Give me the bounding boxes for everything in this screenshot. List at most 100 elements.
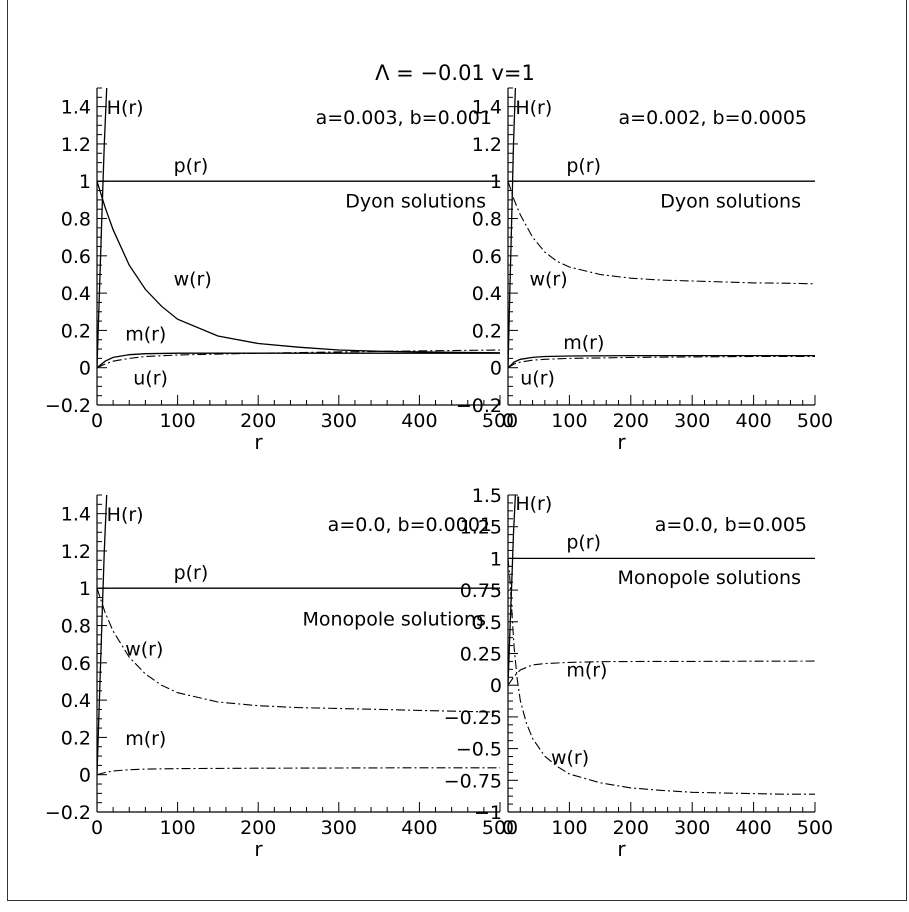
top-right-series-ur bbox=[508, 355, 815, 369]
bottom-left-curve-label: H(r) bbox=[107, 504, 144, 526]
figure-frame bbox=[7, 0, 907, 901]
top-left-curve-label: u(r) bbox=[133, 367, 168, 389]
bottom-right-note-label: Monopole solutions bbox=[617, 567, 801, 589]
bottom-right-y-tick-label: 1.5 bbox=[472, 485, 502, 507]
top-right-y-tick-label: 1 bbox=[490, 171, 502, 193]
bottom-left-x-tick-label: 100 bbox=[159, 817, 195, 839]
bottom-right-y-tick-label: −0.25 bbox=[444, 707, 502, 729]
bottom-right-y-tick-label: −0.75 bbox=[444, 770, 502, 792]
top-left-y-tick-label: 0.8 bbox=[61, 209, 91, 231]
top-left-x-tick-label: 100 bbox=[159, 410, 195, 432]
top-right-curve-label: w(r) bbox=[529, 269, 567, 291]
bottom-right-y-tick-label: −1 bbox=[474, 802, 502, 824]
bottom-right-x-tick-label: 200 bbox=[613, 817, 649, 839]
bottom-left-curve-label: w(r) bbox=[125, 638, 163, 660]
top-right-x-axis-label: r bbox=[617, 430, 626, 454]
bottom-right-curve-label: m(r) bbox=[566, 659, 607, 681]
top-left-x-tick-label: 400 bbox=[401, 410, 437, 432]
top-left-y-tick-label: 1.2 bbox=[61, 134, 91, 156]
top-right-x-tick-label: 400 bbox=[735, 410, 771, 432]
top-left-x-tick-label: 0 bbox=[91, 410, 103, 432]
bottom-left-x-tick-label: 0 bbox=[91, 817, 103, 839]
top-right-x-tick-label: 100 bbox=[551, 410, 587, 432]
bottom-left-y-tick-label: 1.4 bbox=[61, 504, 91, 526]
top-right-params-label: a=0.002, b=0.0005 bbox=[619, 107, 808, 129]
bottom-right-x-tick-label: 300 bbox=[674, 817, 710, 839]
bottom-right-curve-label: H(r) bbox=[515, 493, 552, 515]
top-right-y-tick-label: 0.4 bbox=[472, 283, 502, 305]
bottom-left-y-tick-label: 0.6 bbox=[61, 653, 91, 675]
bottom-right-x-tick-label: 400 bbox=[735, 817, 771, 839]
bottom-left-y-tick-label: −0.2 bbox=[45, 802, 91, 824]
figure-title: Λ = −0.01 v=1 bbox=[375, 61, 535, 85]
bottom-left-x-tick-label: 200 bbox=[240, 817, 276, 839]
bottom-right-y-tick-label: 1 bbox=[490, 548, 502, 570]
top-left-series-hr bbox=[97, 88, 108, 368]
top-left-y-tick-label: 0.2 bbox=[61, 320, 91, 342]
top-right-curve-label: p(r) bbox=[566, 155, 601, 177]
top-right-y-tick-label: 0 bbox=[490, 358, 502, 380]
top-right-series-mr bbox=[508, 354, 815, 369]
panel-bottom-right: 0 100 200 300 400 500−1−0.75−0.5−0.2500.250.5… bbox=[444, 485, 833, 861]
panel-top-right: 0 100 200 300 400 500−0.200.20.40.60.811.21.4… bbox=[456, 87, 833, 454]
top-left-y-tick-label: 0.6 bbox=[61, 246, 91, 268]
top-right-y-tick-label: 1.2 bbox=[472, 134, 502, 156]
bottom-right-y-tick-label: 1.25 bbox=[460, 517, 502, 539]
bottom-left-y-tick-label: 0 bbox=[79, 765, 91, 787]
top-left-x-tick-label: 300 bbox=[321, 410, 357, 432]
top-right-series-wr bbox=[508, 181, 815, 285]
bottom-right-x-tick-label: 500 bbox=[797, 817, 833, 839]
bottom-right-y-tick-label: 0.75 bbox=[460, 580, 502, 602]
top-left-note-label: Dyon solutions bbox=[345, 190, 486, 212]
bottom-right-y-tick-label: 0.5 bbox=[472, 612, 502, 634]
top-right-note-label: Dyon solutions bbox=[660, 190, 801, 212]
top-right-x-tick-label: 500 bbox=[797, 410, 833, 432]
panel-top-left: 0 100 200 300 400 500−0.200.20.40.60.811.21.4… bbox=[45, 87, 518, 454]
top-right-curve-label: u(r) bbox=[520, 367, 555, 389]
bottom-right-x-axis-label: r bbox=[617, 837, 626, 861]
bottom-left-series-mr bbox=[97, 767, 500, 776]
top-left-y-tick-label: 1 bbox=[79, 171, 91, 193]
top-left-curve-label: w(r) bbox=[174, 269, 212, 291]
bottom-right-params-label: a=0.0, b=0.005 bbox=[655, 514, 807, 536]
bottom-left-x-tick-label: 300 bbox=[321, 817, 357, 839]
bottom-right-curve-label: w(r) bbox=[551, 747, 589, 769]
bottom-right-series-mr bbox=[508, 660, 815, 686]
top-right-y-tick-label: −0.2 bbox=[456, 395, 502, 417]
bottom-right-y-tick-label: 0 bbox=[490, 675, 502, 697]
top-right-curve-label: m(r) bbox=[563, 332, 604, 354]
bottom-right-y-tick-label: 0.25 bbox=[460, 644, 502, 666]
bottom-left-curve-label: m(r) bbox=[125, 728, 166, 750]
top-left-x-axis-label: r bbox=[254, 430, 263, 454]
bottom-left-y-tick-label: 0.8 bbox=[61, 616, 91, 638]
top-right-x-tick-label: 0 bbox=[502, 410, 514, 432]
top-right-y-tick-label: 0.6 bbox=[472, 246, 502, 268]
top-right-y-tick-label: 0.2 bbox=[472, 320, 502, 342]
top-right-y-tick-label: 1.4 bbox=[472, 97, 502, 119]
top-left-curve-label: H(r) bbox=[107, 97, 144, 119]
bottom-right-series-hr bbox=[508, 495, 517, 686]
bottom-right-curve-label: p(r) bbox=[566, 531, 601, 553]
top-left-x-tick-label: 500 bbox=[482, 410, 518, 432]
bottom-left-params-label: a=0.0, b=0.0001 bbox=[328, 514, 492, 536]
bottom-left-series-hr bbox=[97, 495, 108, 775]
panel-bottom-left: 0 100 200 300 400 500−0.200.20.40.60.811.21.4… bbox=[45, 494, 518, 861]
bottom-left-y-tick-label: 1 bbox=[79, 578, 91, 600]
bottom-right-y-tick-label: −0.5 bbox=[456, 739, 502, 761]
bottom-left-y-tick-label: 0.2 bbox=[61, 727, 91, 749]
top-left-y-tick-label: 0 bbox=[79, 358, 91, 380]
bottom-left-curve-label: p(r) bbox=[174, 562, 209, 584]
top-right-x-tick-label: 200 bbox=[613, 410, 649, 432]
bottom-left-x-tick-label: 400 bbox=[401, 817, 437, 839]
bottom-left-series-wr bbox=[97, 588, 500, 713]
top-left-curve-label: m(r) bbox=[125, 324, 166, 346]
top-right-x-tick-label: 300 bbox=[674, 410, 710, 432]
bottom-left-x-tick-label: 500 bbox=[482, 817, 518, 839]
top-left-series-ur bbox=[97, 349, 500, 369]
bottom-right-x-tick-label: 0 bbox=[502, 817, 514, 839]
top-left-series-wr bbox=[97, 181, 500, 354]
top-left-y-tick-label: 0.4 bbox=[61, 283, 91, 305]
bottom-right-x-tick-label: 100 bbox=[551, 817, 587, 839]
top-left-params-label: a=0.003, b=0.001 bbox=[316, 107, 492, 129]
top-left-series-mr bbox=[97, 352, 500, 369]
